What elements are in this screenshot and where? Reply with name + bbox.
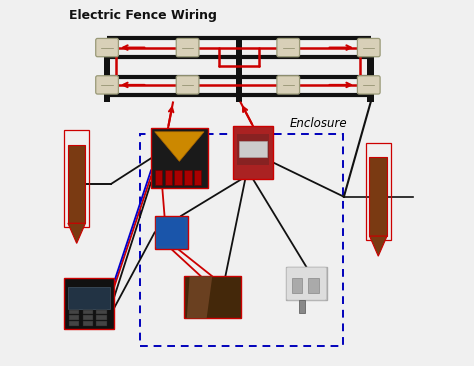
Bar <box>164 170 172 185</box>
FancyBboxPatch shape <box>357 38 380 57</box>
Polygon shape <box>155 132 204 161</box>
Bar <box>299 300 305 313</box>
Bar <box>104 38 110 102</box>
Bar <box>69 310 79 314</box>
Bar <box>82 310 93 314</box>
FancyBboxPatch shape <box>286 267 327 300</box>
Bar <box>184 276 241 318</box>
Bar <box>96 310 107 314</box>
Text: Electric Fence Wiring: Electric Fence Wiring <box>69 9 217 22</box>
Bar <box>309 278 319 293</box>
Bar <box>236 38 242 102</box>
FancyBboxPatch shape <box>96 76 118 94</box>
FancyBboxPatch shape <box>357 76 380 94</box>
Bar <box>69 321 79 326</box>
Bar <box>233 126 273 179</box>
Bar <box>96 321 107 326</box>
FancyBboxPatch shape <box>176 76 199 94</box>
Polygon shape <box>187 276 212 318</box>
Polygon shape <box>370 236 387 256</box>
Bar <box>286 267 327 300</box>
Bar <box>82 315 93 320</box>
FancyBboxPatch shape <box>277 76 300 94</box>
Bar <box>194 170 201 185</box>
Text: Enclosure: Enclosure <box>290 117 348 130</box>
Bar <box>155 170 162 185</box>
Polygon shape <box>68 223 85 243</box>
Bar <box>68 287 110 309</box>
Bar <box>237 134 269 165</box>
FancyBboxPatch shape <box>176 38 199 57</box>
Bar <box>140 134 343 346</box>
Bar <box>96 315 107 320</box>
Bar <box>64 278 114 329</box>
Bar <box>151 128 208 188</box>
FancyBboxPatch shape <box>96 38 118 57</box>
Bar <box>82 321 93 326</box>
Bar <box>370 157 387 236</box>
Bar <box>155 216 188 249</box>
Bar <box>69 315 79 320</box>
FancyBboxPatch shape <box>277 38 300 57</box>
Bar <box>68 145 85 223</box>
Bar <box>292 278 302 293</box>
Bar <box>367 38 374 102</box>
Bar <box>174 170 182 185</box>
Bar <box>239 141 267 157</box>
Bar <box>156 218 186 247</box>
Bar <box>184 170 191 185</box>
